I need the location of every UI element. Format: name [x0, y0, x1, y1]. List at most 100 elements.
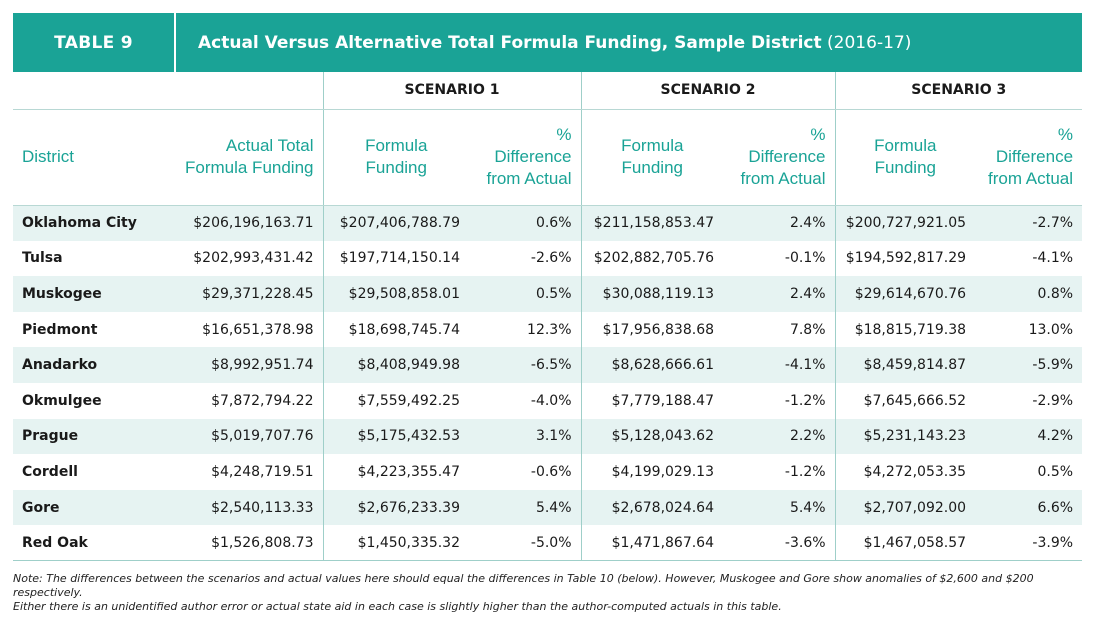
- cell-actual: $206,196,163.71: [193, 215, 314, 232]
- cell-s1: $29,508,858.01: [322, 276, 469, 312]
- table-row: Muskogee $29,371,228.45 $29,508,858.01 0.5%…: [13, 276, 1083, 312]
- cell-actual: $1,526,808.73: [211, 534, 314, 551]
- col-district: District: [13, 109, 167, 206]
- cell-s2: $202,882,705.76: [580, 240, 724, 277]
- cell-s3: $8,459,814.87: [834, 347, 976, 383]
- cell-district: Tulsa: [22, 250, 63, 267]
- cell-s2: $17,956,838.68: [580, 311, 724, 348]
- cell-actual: $202,993,431.42: [193, 250, 314, 267]
- table-number: TABLE 9: [13, 13, 176, 72]
- cell-d3: 0.5%: [1037, 463, 1074, 480]
- cell-district: Oklahoma City: [22, 215, 137, 232]
- cell-s3: $4,272,053.35: [834, 454, 976, 490]
- cell-d1: 12.3%: [527, 321, 572, 338]
- cell-s1: $5,175,432.53: [322, 418, 469, 455]
- cell-s3: $200,727,921.05: [834, 205, 976, 241]
- footnote-line-1: Note: The differences between the scenar…: [13, 572, 1034, 599]
- col-s2-formula: Formula Funding: [580, 109, 724, 206]
- cell-district: Prague: [22, 428, 79, 445]
- cell-district: Muskogee: [22, 285, 102, 302]
- table-row: Oklahoma City $206,196,163.71 $207,406,788…: [13, 205, 1083, 241]
- cell-d2: 5.4%: [789, 499, 826, 516]
- cell-s3: $5,231,143.23: [834, 418, 976, 455]
- cell-d3: -4.1%: [1032, 250, 1074, 267]
- cell-d3: -2.7%: [1032, 215, 1074, 232]
- cell-d3: -3.9%: [1032, 534, 1074, 551]
- cell-s2: $8,628,666.61: [580, 347, 724, 383]
- cell-s1: $18,698,745.74: [322, 311, 469, 348]
- cell-s3: $18,815,719.38: [834, 311, 976, 348]
- cell-d1: 0.5%: [535, 285, 572, 302]
- cell-s2: $2,678,024.64: [580, 489, 724, 526]
- cell-d2: 7.8%: [789, 321, 826, 338]
- table-row: Cordell $4,248,719.51 $4,223,355.47 -0.6% $4…: [13, 454, 1082, 490]
- table-row: Okmulgee $7,872,794.22 $7,559,492.25 -4.0% $…: [13, 382, 1082, 419]
- cell-d1: -0.6%: [530, 463, 572, 480]
- cell-actual: $7,872,794.22: [211, 392, 314, 409]
- cell-actual: $16,651,378.98: [202, 321, 314, 338]
- cell-d1: 0.6%: [535, 215, 572, 232]
- cell-s3: $2,707,092.00: [834, 489, 976, 526]
- cell-d3: 6.6%: [1037, 499, 1074, 516]
- table-row: Red Oak $1,526,808.73 $1,450,335.32 -5.0% $1…: [13, 525, 1083, 561]
- cell-d3: -5.9%: [1032, 357, 1074, 374]
- cell-d3: 13.0%: [1028, 321, 1074, 338]
- cell-s3: $194,592,817.29: [834, 240, 976, 277]
- cell-s2: $211,158,853.47: [580, 205, 724, 241]
- footnote-line-2: Either there is an unidentified author e…: [13, 600, 782, 613]
- cell-s1: $4,223,355.47: [322, 454, 469, 490]
- cell-d2: -3.6%: [784, 534, 826, 551]
- cell-s1: $7,559,492.25: [322, 382, 469, 419]
- cell-d1: -2.6%: [530, 250, 572, 267]
- scenario-3-header: SCENARIO 3: [834, 72, 1083, 110]
- table-title-text: Actual Versus Alternative Total Formula …: [198, 32, 822, 53]
- scenario-1-header: SCENARIO 1: [322, 72, 582, 110]
- cell-d2: -0.1%: [784, 250, 826, 267]
- table-row: Gore $2,540,113.33 $2,676,233.39 5.4% $2,678…: [13, 489, 1083, 526]
- cell-d2: -1.2%: [784, 463, 826, 480]
- scenario-2-header: SCENARIO 2: [580, 72, 836, 110]
- cell-d1: -5.0%: [530, 534, 572, 551]
- column-header-row: District Actual Total Formula Funding For…: [13, 109, 1083, 206]
- cell-s2: $4,199,029.13: [580, 454, 724, 490]
- table-title: Actual Versus Alternative Total Formula …: [176, 33, 911, 53]
- cell-d1: 5.4%: [535, 499, 572, 516]
- cell-s3: $1,467,058.57: [834, 525, 976, 561]
- table-row: Prague $5,019,707.76 $5,175,432.53 3.1% $5,1…: [13, 418, 1083, 455]
- cell-d3: 0.8%: [1037, 285, 1074, 302]
- cell-actual: $5,019,707.76: [211, 428, 314, 445]
- col-s1-formula: Formula Funding: [322, 109, 469, 206]
- cell-s1: $2,676,233.39: [322, 489, 469, 526]
- cell-s2: $5,128,043.62: [580, 418, 724, 455]
- cell-s3: $29,614,670.76: [834, 276, 976, 312]
- cell-district: Okmulgee: [22, 392, 102, 409]
- cell-actual: $2,540,113.33: [211, 499, 314, 516]
- cell-district: Red Oak: [22, 534, 88, 551]
- cell-d3: -2.9%: [1032, 392, 1074, 409]
- table-row: Anadarko $8,992,951.74 $8,408,949.98 -6.5% $…: [13, 347, 1083, 383]
- cell-s1: $1,450,335.32: [322, 525, 469, 561]
- table-body: Oklahoma City $206,196,163.71 $207,406,788…: [13, 205, 1083, 561]
- cell-s2: $1,471,867.64: [580, 525, 724, 561]
- cell-d1: -4.0%: [530, 392, 572, 409]
- cell-actual: $29,371,228.45: [202, 285, 314, 302]
- cell-d2: 2.2%: [789, 428, 826, 445]
- cell-d1: 3.1%: [535, 428, 572, 445]
- cell-s2: $30,088,119.13: [580, 276, 724, 312]
- cell-s2: $7,779,188.47: [580, 382, 724, 419]
- col-actual: Actual Total Formula Funding: [167, 109, 323, 206]
- funding-table: SCENARIO 1 SCENARIO 2 SCENARIO 3 Distric…: [13, 72, 1083, 561]
- cell-d2: 2.4%: [789, 285, 826, 302]
- cell-s3: $7,645,666.52: [834, 382, 976, 419]
- cell-d2: 2.4%: [789, 215, 826, 232]
- cell-district: Cordell: [22, 463, 78, 480]
- cell-d3: 4.2%: [1037, 428, 1074, 445]
- table-row: Tulsa $202,993,431.42 $197,714,150.14 -2.6%…: [13, 240, 1082, 277]
- col-s3-diff: % Difference from Actual: [975, 109, 1083, 206]
- cell-actual: $8,992,951.74: [211, 357, 314, 374]
- cell-district: Gore: [22, 499, 60, 516]
- cell-district: Piedmont: [22, 321, 98, 338]
- table-row: Piedmont $16,651,378.98 $18,698,745.74 12.3…: [13, 311, 1082, 348]
- cell-d2: -1.2%: [784, 392, 826, 409]
- col-s2-diff: % Difference from Actual: [723, 109, 836, 206]
